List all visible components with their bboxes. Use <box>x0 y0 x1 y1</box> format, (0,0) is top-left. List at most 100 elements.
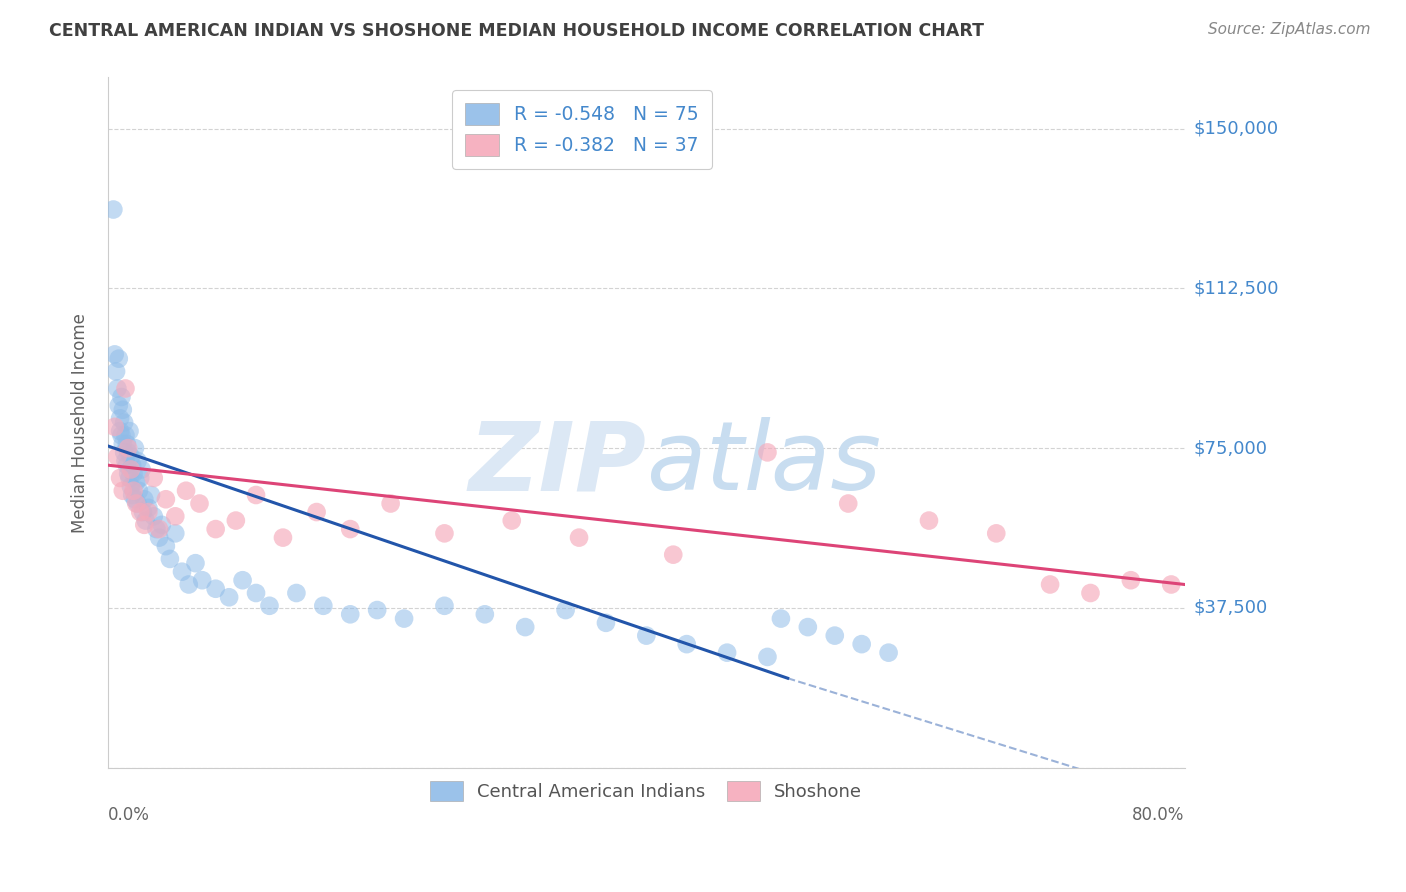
Point <box>218 591 240 605</box>
Point <box>716 646 738 660</box>
Point <box>138 500 160 515</box>
Point <box>245 488 267 502</box>
Point <box>191 573 214 587</box>
Point <box>107 382 129 396</box>
Point <box>115 458 138 473</box>
Point <box>121 458 143 473</box>
Point <box>131 462 153 476</box>
Point <box>392 611 415 625</box>
Point <box>148 522 170 536</box>
Point <box>1039 577 1062 591</box>
Text: $150,000: $150,000 <box>1194 120 1278 137</box>
Point <box>104 420 127 434</box>
Point <box>259 599 281 613</box>
Point <box>117 441 139 455</box>
Point <box>111 483 134 498</box>
Point <box>877 646 900 660</box>
Point <box>111 402 134 417</box>
Point <box>797 620 820 634</box>
Point <box>271 531 294 545</box>
Point <box>110 390 132 404</box>
Point <box>104 347 127 361</box>
Point <box>339 607 361 622</box>
Point <box>232 573 254 587</box>
Point <box>125 496 148 510</box>
Point <box>142 509 165 524</box>
Point <box>150 517 173 532</box>
Point <box>675 637 697 651</box>
Point <box>837 496 859 510</box>
Point <box>339 522 361 536</box>
Point <box>138 505 160 519</box>
Point <box>824 629 846 643</box>
Point <box>568 531 591 545</box>
Point <box>1119 573 1142 587</box>
Text: ZIP: ZIP <box>468 417 647 510</box>
Point <box>107 450 129 464</box>
Point <box>474 607 496 622</box>
Point <box>433 526 456 541</box>
Point <box>142 471 165 485</box>
Point <box>121 488 143 502</box>
Point <box>756 445 779 459</box>
Point <box>120 479 142 493</box>
Point <box>112 445 135 459</box>
Point <box>174 483 197 498</box>
Point <box>117 445 139 459</box>
Point <box>501 514 523 528</box>
Legend: Central American Indians, Shoshone: Central American Indians, Shoshone <box>422 772 872 811</box>
Point <box>155 539 177 553</box>
Point <box>127 454 149 468</box>
Point <box>117 467 139 481</box>
Point <box>114 382 136 396</box>
Point <box>129 505 152 519</box>
Point <box>312 599 335 613</box>
Point <box>108 424 131 438</box>
Point <box>118 471 141 485</box>
Point <box>128 483 150 498</box>
Point <box>159 552 181 566</box>
Text: atlas: atlas <box>647 417 882 510</box>
Point <box>1080 586 1102 600</box>
Point <box>120 462 142 476</box>
Point <box>125 475 148 490</box>
Text: $75,000: $75,000 <box>1194 439 1267 457</box>
Text: CENTRAL AMERICAN INDIAN VS SHOSHONE MEDIAN HOUSEHOLD INCOME CORRELATION CHART: CENTRAL AMERICAN INDIAN VS SHOSHONE MEDI… <box>49 22 984 40</box>
Point <box>112 416 135 430</box>
Point <box>380 496 402 510</box>
Point <box>124 441 146 455</box>
Point <box>155 492 177 507</box>
Point <box>103 202 125 217</box>
Point <box>107 351 129 366</box>
Point <box>918 514 941 528</box>
Point <box>134 492 156 507</box>
Text: 80.0%: 80.0% <box>1132 805 1185 823</box>
Point <box>135 514 157 528</box>
Point <box>305 505 328 519</box>
Text: Source: ZipAtlas.com: Source: ZipAtlas.com <box>1208 22 1371 37</box>
Point <box>165 509 187 524</box>
Point <box>114 454 136 468</box>
Point <box>127 496 149 510</box>
Point <box>366 603 388 617</box>
Point <box>107 399 129 413</box>
Point <box>851 637 873 651</box>
Point <box>132 505 155 519</box>
Point <box>108 471 131 485</box>
Point <box>188 496 211 510</box>
Point <box>245 586 267 600</box>
Point <box>105 364 128 378</box>
Point <box>114 428 136 442</box>
Point <box>515 620 537 634</box>
Point <box>433 599 456 613</box>
Point <box>122 467 145 481</box>
Point <box>120 450 142 464</box>
Point <box>184 556 207 570</box>
Point <box>165 526 187 541</box>
Point <box>148 531 170 545</box>
Point <box>129 471 152 485</box>
Point <box>636 629 658 643</box>
Point <box>225 514 247 528</box>
Point <box>122 483 145 498</box>
Point <box>111 437 134 451</box>
